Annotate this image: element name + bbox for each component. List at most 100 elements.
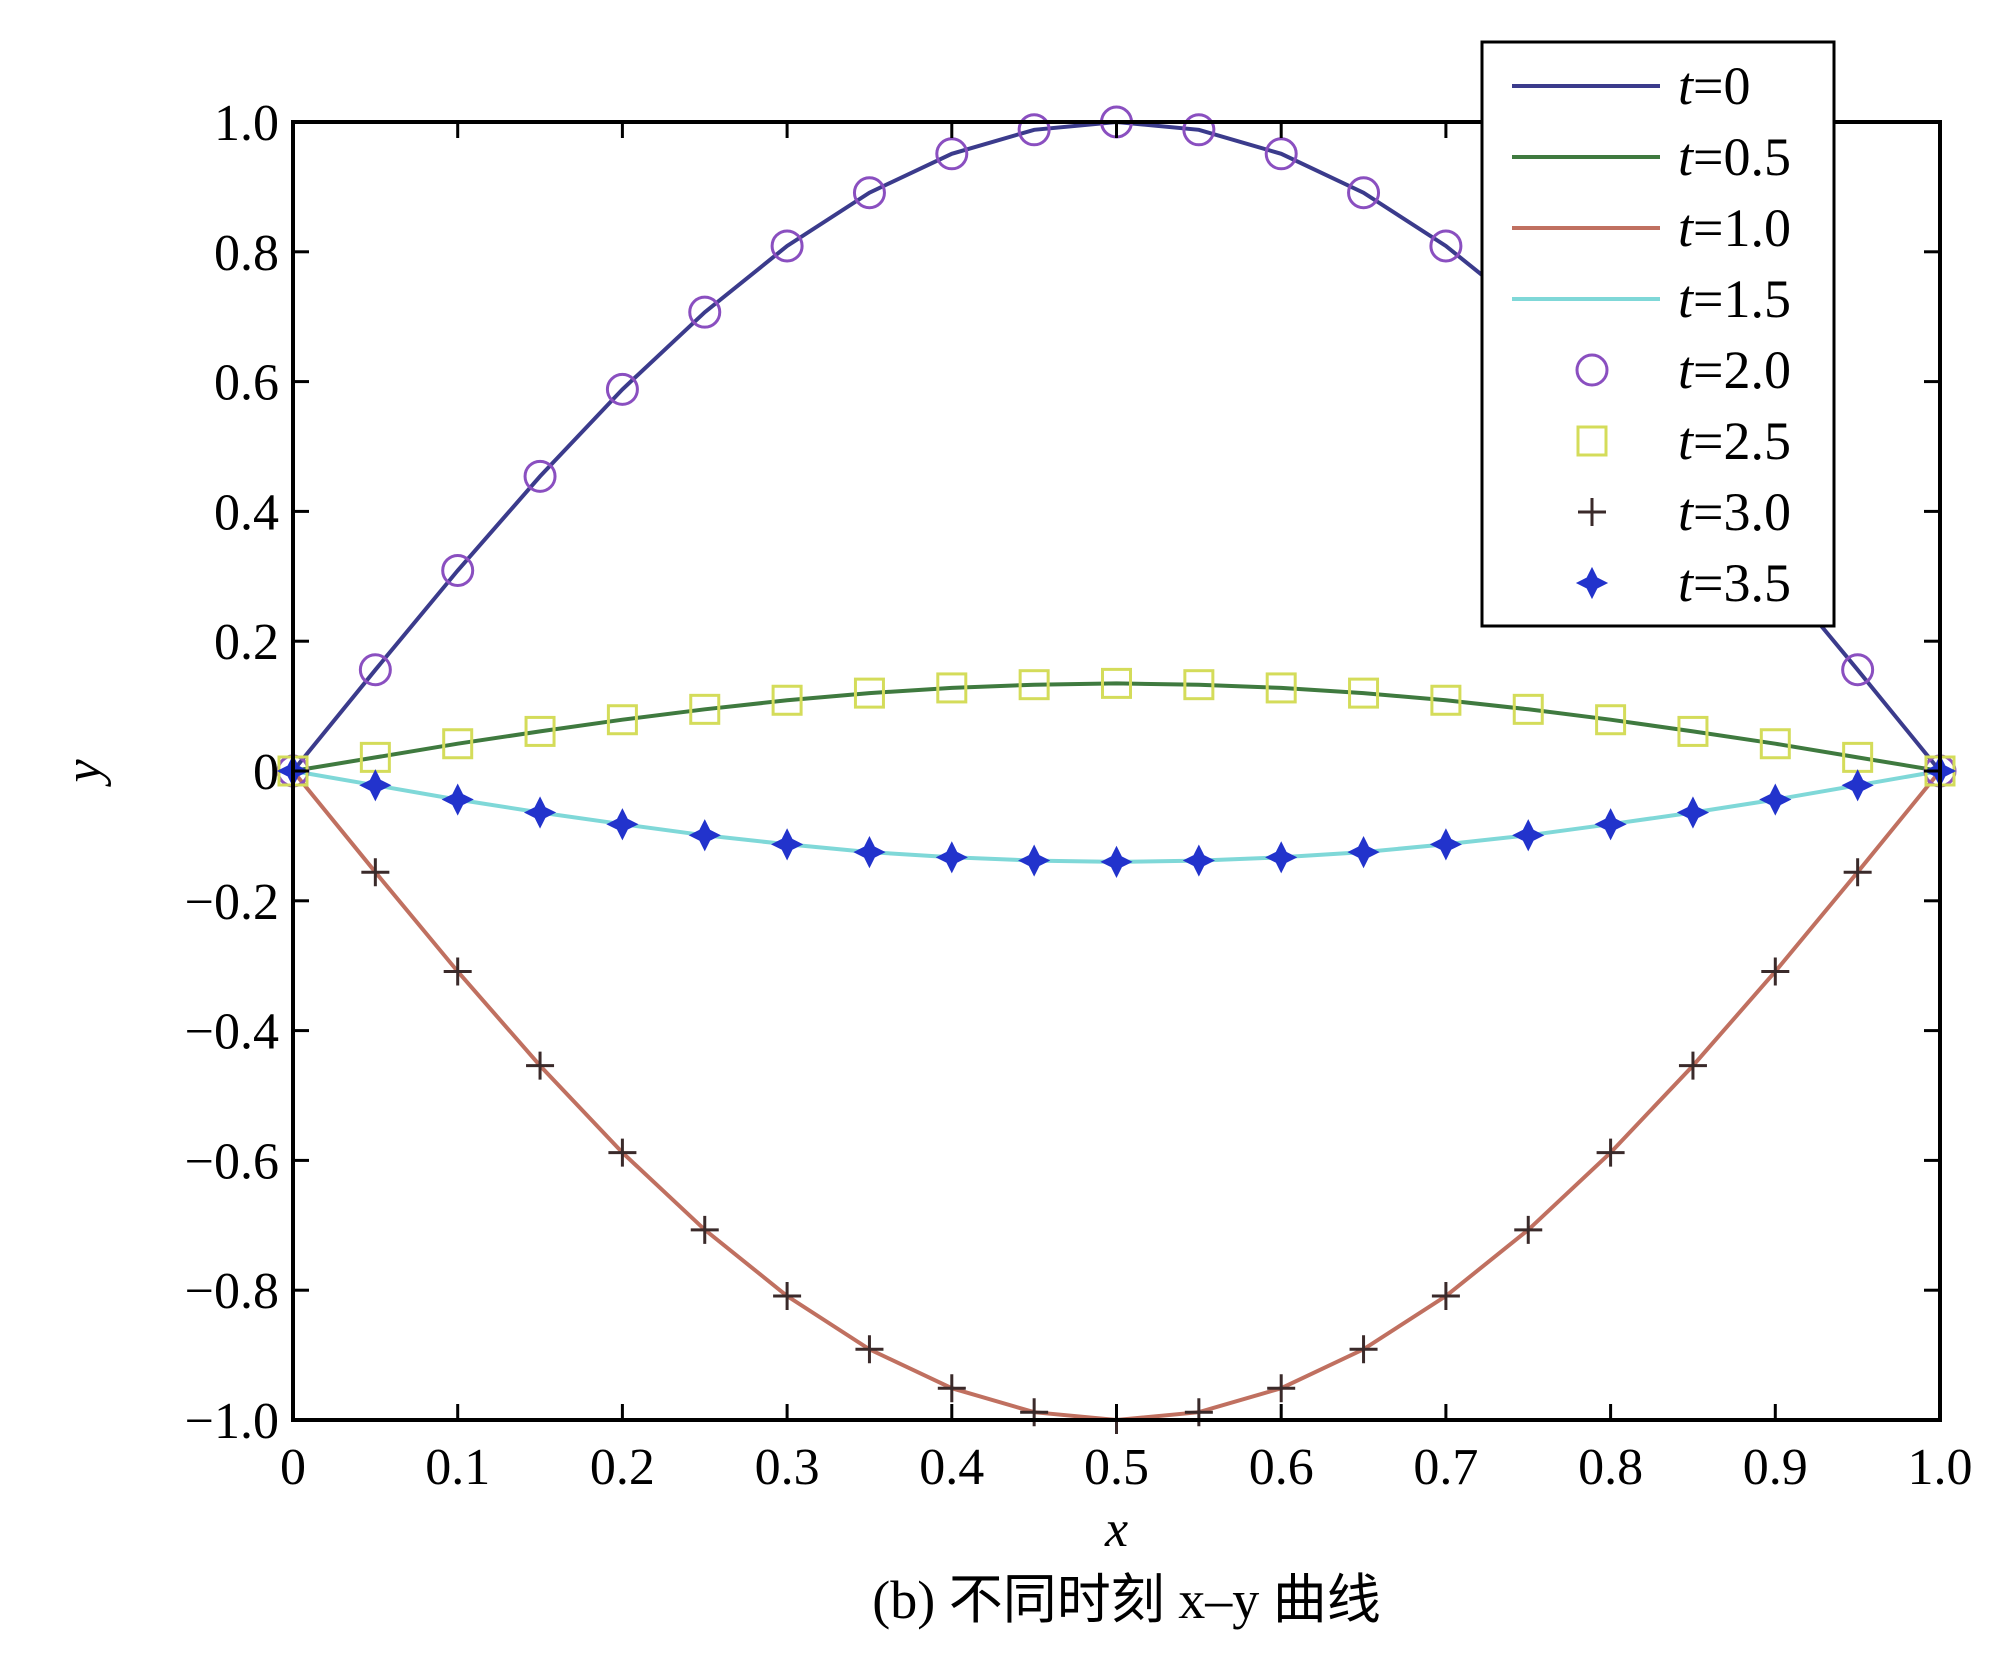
data-point-t-3-5	[1512, 819, 1545, 852]
x-tick-label: 0.9	[1743, 1439, 1808, 1496]
legend-label-t-1-0: t=1.0	[1678, 198, 1791, 258]
y-tick-label: 0.6	[214, 355, 279, 412]
x-tick-label: 0.8	[1578, 1439, 1643, 1496]
data-point-t-2-0	[1264, 137, 1298, 171]
legend-label-t-2-5: t=2.5	[1678, 411, 1791, 471]
data-point-t-3-0	[1267, 1374, 1296, 1403]
data-point-t-3-0	[937, 1374, 966, 1403]
data-point-t-2-0	[688, 295, 722, 329]
data-point-t-3-0	[1431, 1282, 1460, 1311]
legend-swatch-t-3-0	[1578, 498, 1606, 526]
data-point-t-3-0	[361, 858, 390, 887]
data-point-t-3-5	[1347, 836, 1380, 869]
data-point-t-2-5	[524, 715, 556, 747]
y-tick-label: 0.2	[214, 614, 279, 671]
data-point-t-2-5	[1595, 704, 1627, 736]
data-point-t-3-5	[853, 836, 886, 869]
data-point-t-2-0	[1017, 113, 1051, 147]
data-point-t-3-5	[935, 841, 968, 874]
data-point-t-3-5	[1841, 769, 1874, 802]
x-tick-label: 0.3	[755, 1439, 820, 1496]
legend-swatch-t-3-5	[1575, 566, 1609, 600]
data-point-t-2-5	[1018, 669, 1050, 701]
y-tick-label: −0.2	[185, 874, 279, 931]
data-point-t-2-5	[771, 684, 803, 716]
figure-caption: (b) 不同时刻 x–y 曲线	[872, 1570, 1380, 1630]
data-point-t-3-0	[1514, 1215, 1543, 1244]
x-tick-label: 0.4	[919, 1439, 984, 1496]
data-point-t-2-5	[1183, 669, 1215, 701]
data-point-t-2-0	[523, 459, 557, 493]
data-point-t-2-0	[770, 229, 804, 263]
legend-label-t-0-5: t=0.5	[1678, 127, 1791, 187]
data-point-t-2-5	[1759, 728, 1791, 760]
legend-label-t-3-0: t=3.0	[1678, 482, 1791, 542]
data-point-t-3-0	[690, 1215, 719, 1244]
y-tick-label: 0.8	[214, 225, 279, 282]
legend-label-t-2-0: t=2.0	[1678, 340, 1791, 400]
x-tick-label: 0.7	[1413, 1439, 1478, 1496]
data-point-t-3-5	[688, 819, 721, 852]
y-axis-label: y	[55, 759, 112, 788]
x-tick-label: 0.6	[1249, 1439, 1314, 1496]
data-point-t-2-5	[1430, 684, 1462, 716]
data-point-t-2-0	[605, 372, 639, 406]
data-point-t-2-5	[606, 704, 638, 736]
data-point-t-2-0	[1182, 113, 1216, 147]
data-point-t-3-5	[523, 796, 557, 829]
data-point-t-3-5	[1018, 844, 1051, 877]
data-point-t-3-0	[1678, 1051, 1707, 1080]
data-point-t-3-5	[1182, 844, 1215, 877]
data-point-t-3-5	[1429, 828, 1463, 861]
data-point-t-2-5	[689, 693, 721, 725]
data-point-t-3-0	[443, 957, 472, 986]
data-point-t-3-5	[359, 769, 392, 802]
data-point-t-3-5	[1265, 841, 1298, 874]
data-point-t-2-0	[358, 653, 392, 687]
data-point-t-2-0	[935, 137, 969, 171]
data-point-t-3-5	[770, 828, 804, 861]
data-point-t-2-0	[1429, 229, 1463, 263]
data-point-t-3-0	[855, 1335, 884, 1364]
data-point-t-2-5	[1348, 677, 1380, 709]
data-point-t-3-5	[1100, 845, 1133, 878]
series-t-0-5	[292, 681, 1941, 773]
x-tick-label: 0.2	[590, 1439, 655, 1496]
y-tick-label: 0	[253, 744, 279, 801]
data-point-t-3-0	[1843, 858, 1872, 887]
data-point-t-2-0	[441, 553, 475, 587]
y-tick-label: 1.0	[214, 95, 279, 152]
legend-box	[1480, 40, 1836, 628]
legend-swatch-t-2-5	[1576, 425, 1608, 457]
y-tick-label: −0.8	[185, 1263, 279, 1320]
data-point-t-3-5	[606, 808, 639, 841]
data-point-t-3-0	[1596, 1138, 1625, 1167]
legend-label-t-0: t=0	[1678, 56, 1750, 116]
y-tick-label: −0.4	[185, 1004, 279, 1061]
data-point-t-2-0	[852, 176, 886, 210]
data-point-t-2-5	[1677, 715, 1709, 747]
data-point-t-3-0	[608, 1138, 637, 1167]
legend-label-t-3-5: t=3.5	[1678, 553, 1791, 613]
data-point-t-2-5	[442, 728, 474, 760]
data-point-t-2-5	[1512, 693, 1544, 725]
data-point-t-3-0	[1349, 1335, 1378, 1364]
data-point-t-3-5	[1759, 783, 1792, 816]
data-point-t-3-5	[1676, 796, 1710, 829]
data-point-t-2-5	[1101, 667, 1132, 699]
data-point-t-3-0	[1020, 1398, 1049, 1427]
x-tick-label: 0	[280, 1439, 306, 1496]
x-tick-label: 0.5	[1084, 1439, 1149, 1496]
data-point-t-2-5	[936, 672, 968, 704]
series-line-t-0-5	[292, 681, 1941, 773]
x-axis-label: x	[1104, 1501, 1128, 1558]
data-point-t-3-5	[1594, 808, 1627, 841]
series-t-2-5	[277, 667, 1956, 787]
series-t-3-5	[276, 754, 1957, 878]
y-tick-label: 0.4	[214, 484, 279, 541]
data-point-t-3-0	[526, 1051, 555, 1080]
data-point-t-2-5	[1265, 672, 1297, 704]
data-point-t-3-0	[1184, 1398, 1213, 1427]
legend-label-t-1-5: t=1.5	[1678, 269, 1791, 329]
